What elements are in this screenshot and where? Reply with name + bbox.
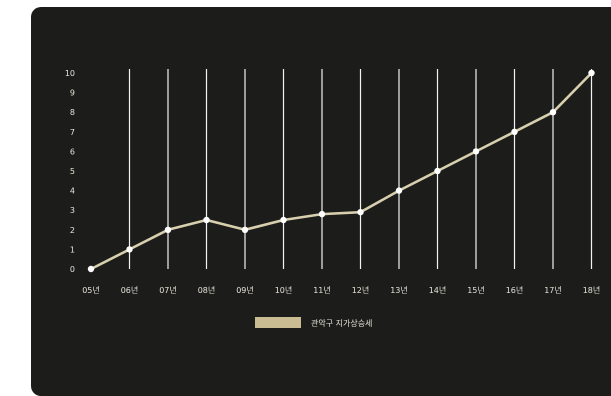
chart-panel: 0 1 2 3 4 5 6 7 8 9 10 05년 06년 07년 08년 09년 10년 11년 12년 13년 1… [31, 7, 611, 396]
x-tick-label: 18년 [583, 285, 601, 295]
data-point [472, 148, 480, 155]
data-point [203, 216, 210, 224]
series-line [90, 72, 593, 271]
y-tick-label: 8 [70, 108, 75, 117]
data-point [241, 226, 249, 233]
x-tick-label: 15년 [467, 285, 485, 295]
x-tick-label: 13년 [390, 285, 408, 295]
x-tick-label: 10년 [275, 285, 293, 295]
data-point [164, 226, 172, 233]
y-tick-label: 4 [70, 187, 75, 196]
x-tick-label: 06년 [121, 285, 139, 295]
y-tick-label: 2 [70, 226, 75, 235]
data-point [549, 109, 557, 116]
legend-label: 관악구 지가상승세 [311, 318, 372, 328]
x-tick-label: 09년 [236, 285, 254, 295]
x-tick-label: 14년 [429, 285, 447, 295]
y-tick-label: 5 [70, 167, 75, 176]
x-tick-label: 11년 [313, 285, 331, 295]
data-point [357, 208, 364, 216]
legend-swatch [255, 317, 301, 328]
y-tick-label: 1 [70, 245, 75, 254]
y-tick-label: 9 [70, 89, 75, 98]
data-point [434, 167, 441, 175]
y-tick-label: 6 [70, 147, 75, 156]
data-point [318, 210, 326, 218]
x-tick-label: 05년 [82, 285, 100, 295]
line-chart: 0 1 2 3 4 5 6 7 8 9 10 05년 06년 07년 08년 09년 10년 11년 12년 13년 1… [65, 69, 601, 328]
data-point [126, 246, 133, 253]
x-tick-label: 17년 [544, 285, 562, 295]
data-point [511, 128, 518, 135]
y-tick-label: 7 [70, 128, 75, 137]
y-tick-label: 3 [70, 206, 75, 215]
x-tick-label: 12년 [352, 285, 370, 295]
data-point [588, 69, 595, 77]
data-point [280, 216, 287, 224]
x-tick-label: 16년 [506, 285, 524, 295]
data-point [395, 187, 403, 194]
x-tick-label: 07년 [159, 285, 177, 295]
data-point [87, 265, 95, 273]
x-tick-label: 08년 [198, 285, 216, 295]
y-tick-label: 10 [65, 69, 75, 78]
y-tick-label: 0 [70, 265, 75, 274]
